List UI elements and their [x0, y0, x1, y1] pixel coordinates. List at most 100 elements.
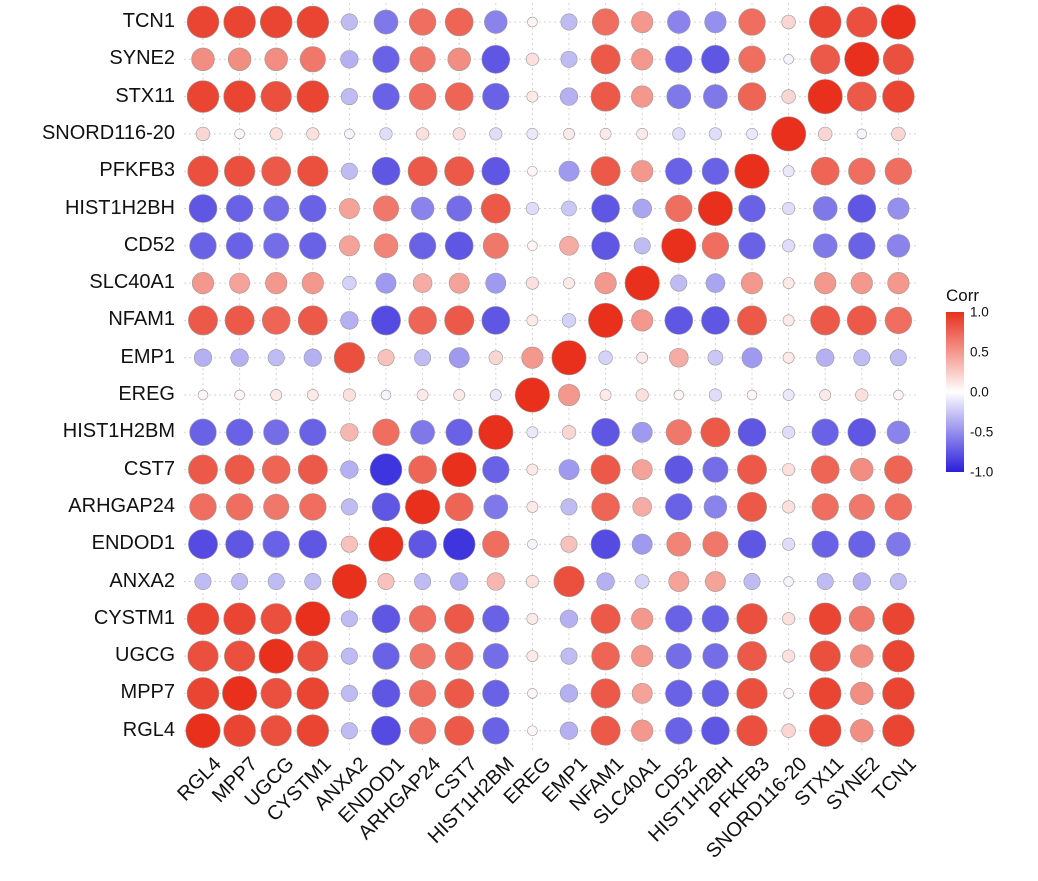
- corr-cell: [590, 603, 621, 634]
- corr-cell: [340, 498, 358, 516]
- corr-cell: [559, 609, 579, 628]
- corr-cell: [261, 306, 291, 335]
- corr-cell: [444, 715, 475, 746]
- corr-cell: [810, 455, 840, 484]
- corr-cell: [844, 41, 880, 77]
- corr-cell: [527, 16, 538, 28]
- corr-cell: [738, 232, 766, 260]
- corr-cell: [737, 454, 767, 485]
- corr-cell: [526, 463, 539, 476]
- corr-cell: [194, 573, 212, 590]
- corr-cell: [664, 455, 694, 484]
- corr-cell: [260, 715, 292, 747]
- corr-cell: [808, 714, 842, 747]
- corr-cell: [811, 418, 839, 446]
- corr-cell: [848, 493, 875, 520]
- corr-cell: [527, 688, 538, 699]
- corr-cell: [704, 10, 727, 34]
- corr-cell: [444, 603, 475, 634]
- corr-cell: [884, 455, 913, 484]
- corr-cell: [661, 228, 697, 264]
- legend-colorbar: [946, 312, 964, 472]
- corr-cell: [371, 305, 401, 336]
- corr-cell: [295, 601, 331, 637]
- corr-cell: [297, 305, 328, 336]
- corr-cell: [298, 529, 328, 559]
- corr-cell: [408, 455, 437, 484]
- corr-cell: [527, 538, 538, 550]
- corr-cell: [741, 347, 763, 369]
- corr-cell: [410, 419, 435, 445]
- corr-cell: [811, 493, 839, 521]
- corr-cell: [884, 306, 913, 335]
- corr-cell: [561, 425, 577, 440]
- corr-cell: [848, 157, 876, 185]
- corr-cell: [665, 45, 693, 73]
- corr-cell: [665, 157, 693, 185]
- corr-cell: [771, 116, 807, 152]
- corr-cell: [234, 128, 245, 140]
- corr-cell: [635, 388, 649, 402]
- corr-cell: [782, 239, 796, 253]
- corr-cell: [737, 641, 767, 672]
- corr-cell: [631, 309, 654, 332]
- corr-cell: [331, 563, 367, 599]
- corr-cell: [373, 9, 399, 35]
- corr-cell: [782, 389, 795, 401]
- corr-cell: [704, 571, 726, 592]
- corr-cell: [850, 681, 874, 706]
- corr-cell: [372, 418, 400, 446]
- corr-cell: [270, 389, 283, 401]
- corr-cell: [407, 156, 438, 187]
- corr-cell: [811, 530, 839, 558]
- corr-cell: [884, 157, 913, 185]
- corr-cell: [665, 717, 693, 745]
- corr-cell: [372, 82, 400, 111]
- corr-cell: [224, 155, 256, 187]
- corr-cell: [594, 272, 617, 295]
- corr-cell: [818, 126, 833, 142]
- y-axis-label: ENDOD1: [91, 532, 175, 555]
- corr-cell: [482, 530, 510, 558]
- corr-cell: [262, 530, 290, 558]
- corr-cell: [410, 196, 435, 221]
- corr-cell: [848, 530, 876, 558]
- corr-cell: [296, 80, 330, 113]
- corr-cell: [670, 274, 688, 292]
- corr-cell: [187, 155, 219, 187]
- corr-cell: [408, 717, 437, 745]
- corr-cell: [559, 87, 579, 106]
- corr-cell: [560, 535, 578, 553]
- corr-cell: [482, 605, 510, 633]
- corr-cell: [189, 493, 217, 521]
- y-axis-label: CD52: [123, 233, 175, 256]
- corr-cell: [632, 497, 652, 517]
- corr-cell: [560, 13, 578, 31]
- corr-cell: [483, 494, 509, 520]
- corr-cell: [783, 576, 794, 587]
- corr-cell: [810, 305, 841, 336]
- corr-cell: [559, 236, 579, 256]
- corr-cell: [559, 721, 579, 740]
- corr-cell: [590, 715, 621, 746]
- corr-cell: [299, 418, 327, 446]
- corr-cell: [340, 722, 358, 740]
- corr-cell: [631, 533, 653, 555]
- corr-cell: [478, 414, 514, 450]
- corr-cell: [563, 128, 575, 140]
- corr-cell: [810, 44, 841, 75]
- y-axis-label: EMP1: [120, 345, 175, 368]
- corr-cell: [808, 5, 842, 39]
- corr-cell: [482, 82, 510, 111]
- corr-cell: [444, 492, 474, 522]
- corr-cell: [447, 47, 471, 72]
- corr-cell: [807, 79, 843, 115]
- corr-cell: [631, 607, 654, 630]
- corr-cell: [340, 423, 359, 442]
- corr-cell: [526, 90, 539, 103]
- corr-cell: [701, 232, 730, 260]
- y-axis-label: STX11: [115, 84, 175, 107]
- corr-cell: [737, 82, 767, 111]
- corr-cell: [526, 612, 539, 625]
